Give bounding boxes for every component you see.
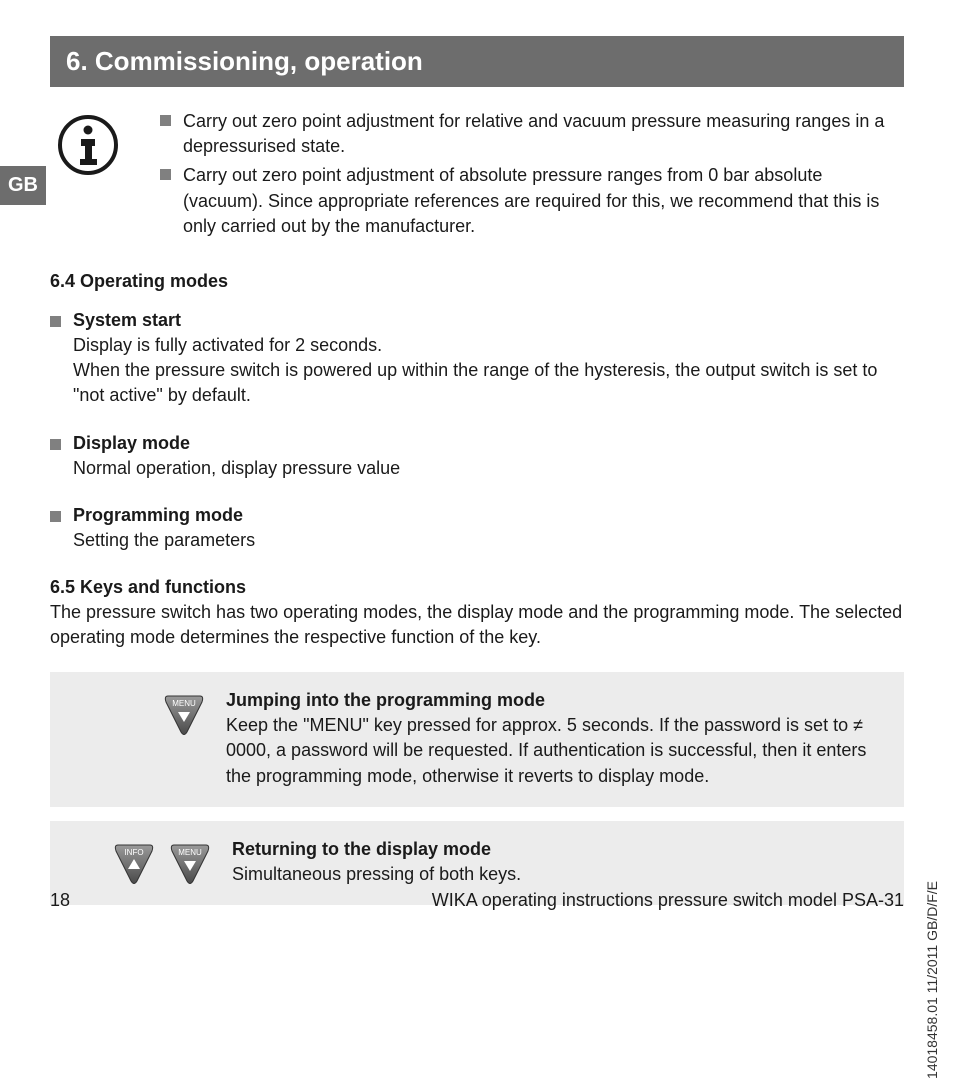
keys-intro: The pressure switch has two operating mo… — [50, 600, 904, 650]
page-number: 18 — [50, 890, 70, 911]
page-footer: 18 WIKA operating instructions pressure … — [50, 890, 904, 911]
square-bullet-icon — [50, 316, 61, 327]
key-row-desc: Simultaneous pressing of both keys. — [232, 862, 884, 887]
svg-text:INFO: INFO — [124, 848, 143, 857]
key-icons: MENU — [70, 690, 208, 738]
doc-title: WIKA operating instructions pressure swi… — [432, 890, 904, 911]
square-bullet-icon — [50, 511, 61, 522]
info-block: Carry out zero point adjustment for rela… — [50, 109, 904, 243]
svg-text:MENU: MENU — [172, 699, 196, 708]
mode-body: Setting the parameters — [73, 528, 904, 553]
svg-text:MENU: MENU — [178, 848, 202, 857]
mode-body: Normal operation, display pressure value — [73, 456, 904, 481]
info-bullet: Carry out zero point adjustment for rela… — [160, 109, 904, 159]
document-code: 14018458.01 11/2011 GB/D/F/E — [924, 881, 940, 1079]
info-key-icon: INFO — [110, 839, 158, 887]
key-function-row: MENU Jumping into the programming mode K… — [50, 672, 904, 807]
info-bullet-text: Carry out zero point adjustment of absol… — [183, 163, 904, 239]
key-icons: INFO MENU — [70, 839, 214, 887]
mode-title: Display mode — [73, 433, 190, 454]
subsection-64-title: 6.4 Operating modes — [50, 271, 904, 292]
mode-title: Programming mode — [73, 505, 243, 526]
mode-item: Programming mode Setting the parameters — [50, 505, 904, 553]
key-row-title: Returning to the display mode — [232, 839, 884, 860]
key-row-title: Jumping into the programming mode — [226, 690, 884, 711]
mode-title: System start — [73, 310, 181, 331]
info-bullet: Carry out zero point adjustment of absol… — [160, 163, 904, 239]
section-header: 6. Commissioning, operation — [50, 36, 904, 87]
language-tab: GB — [0, 166, 46, 205]
mode-item: System start Display is fully activated … — [50, 310, 904, 409]
info-icon — [56, 113, 120, 182]
mode-body: Display is fully activated for 2 seconds… — [73, 333, 904, 409]
mode-item: Display mode Normal operation, display p… — [50, 433, 904, 481]
menu-key-icon: MENU — [166, 839, 214, 887]
menu-key-icon: MENU — [160, 690, 208, 738]
square-bullet-icon — [50, 439, 61, 450]
subsection-65-title: 6.5 Keys and functions — [50, 577, 904, 598]
square-bullet-icon — [160, 115, 171, 126]
info-bullet-text: Carry out zero point adjustment for rela… — [183, 109, 904, 159]
key-row-desc: Keep the "MENU" key pressed for approx. … — [226, 713, 884, 789]
square-bullet-icon — [160, 169, 171, 180]
